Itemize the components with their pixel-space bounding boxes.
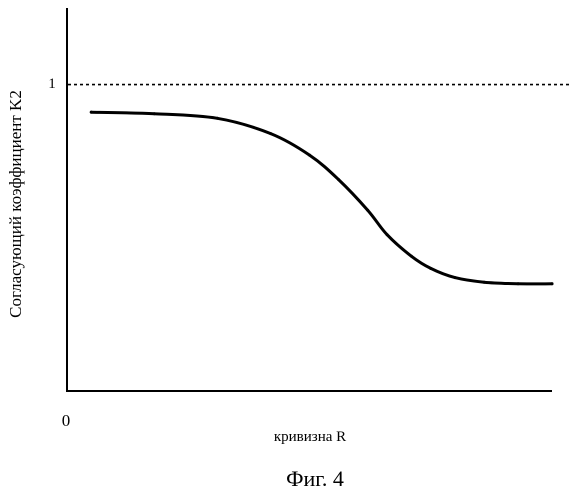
y-axis-label: Согласующий коэффициент K2 [6,90,25,318]
origin-label: 0 [62,411,71,430]
data-point [337,178,340,181]
data-point [454,276,457,279]
data-point [366,209,369,212]
data-point [429,267,432,270]
data-point [216,117,219,120]
x-axis-label: кривизна R [274,429,346,445]
series-line [91,112,552,284]
data-point [551,282,554,285]
y-tick-label: 1 [48,76,56,92]
data-point [517,282,520,285]
figure-caption: Фиг. 4 [286,466,344,491]
data-point [410,255,413,258]
data-point [386,233,389,236]
data-point [153,112,156,115]
data-point [269,132,272,135]
data-point [308,154,311,157]
data-point [90,111,93,114]
data-point [483,281,486,284]
